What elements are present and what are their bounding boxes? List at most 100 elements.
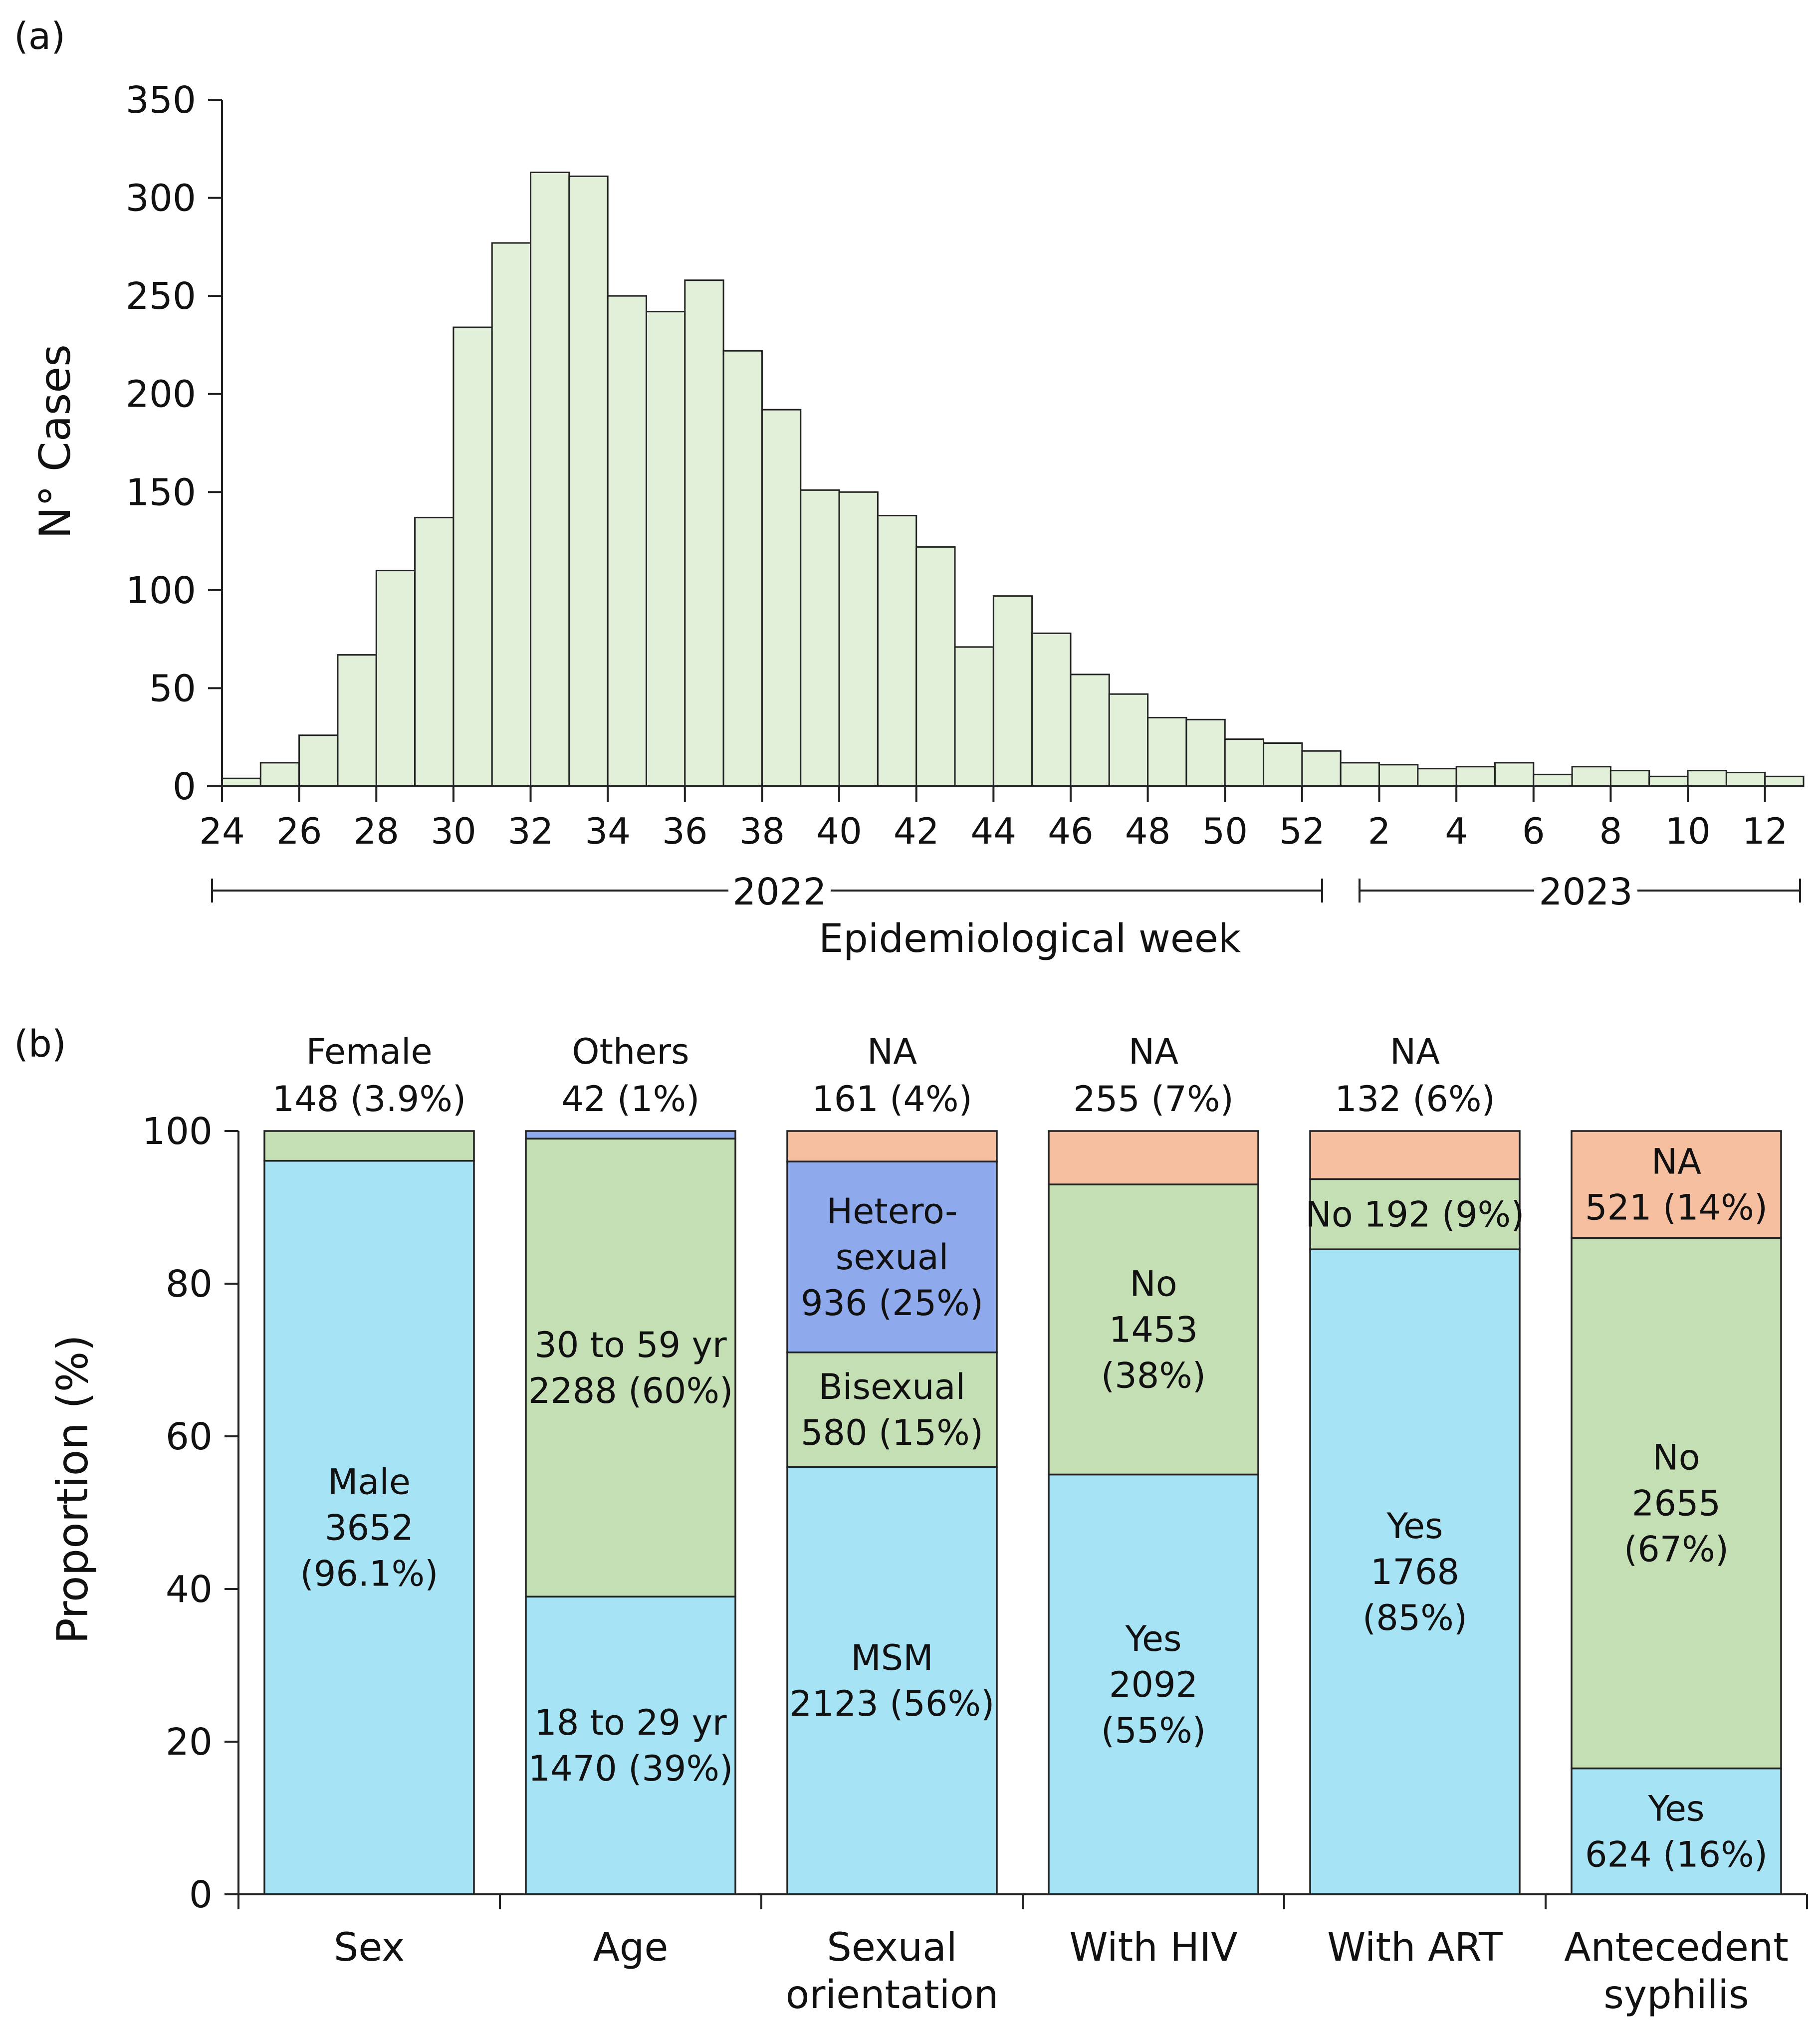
year-label: 2023 [1539,871,1632,913]
panel-b-label: (b) [14,1023,66,1066]
x-tick-label: 48 [1125,810,1171,852]
panel-a-x-axis-title: Epidemiological week [819,916,1241,961]
top-annotation: NA [1390,1031,1440,1072]
bar-week-44-2022 [992,595,1033,787]
segment-1-0 [525,1595,736,1895]
segment-label: 2092 [1109,1664,1198,1705]
segment-label: 1470 (39%) [528,1748,733,1789]
panel-b-stacked-bars: (b) Male 3652 (96.1%) Female 148 (3.9%) Sex 18… [14,1023,1808,2018]
panel-b-y-axis-title: Proportion (%) [48,1335,98,1644]
y-tick-label: 20 [166,1721,213,1764]
segment-label: 2288 (60%) [528,1370,733,1411]
bar-week-29-2022 [414,516,455,787]
y-tick-label: 0 [173,765,196,808]
bar-week-42-2022 [915,546,956,787]
bar-week-12-2023 [1764,775,1805,787]
top-annotation: 161 (4%) [812,1079,972,1120]
segment-4-2 [1309,1130,1521,1180]
x-tick-label: 46 [1048,810,1094,852]
y-tick-label: 60 [166,1415,213,1458]
bar-week-8-2023 [1609,770,1650,787]
bar-week-43-2022 [954,646,994,787]
bar-week-28-2022 [375,570,416,787]
bar-week-31-2022 [491,242,532,787]
x-tick-label: 52 [1279,810,1325,852]
segment-label: Hetero- [827,1191,958,1232]
bar-week-52-2022 [1301,750,1342,787]
y-tick-label: 80 [166,1263,213,1306]
top-annotation: NA [867,1031,917,1072]
panel-b-y-axis: 0 20 40 60 80 100 [142,1110,239,1916]
segment-label: Bisexual [819,1366,965,1407]
bar-week-50-2022 [1224,738,1265,787]
segment-3-0 [1048,1473,1259,1895]
x-tick-label: 42 [894,810,939,852]
x-tick-label: 12 [1742,810,1788,852]
segment-label: 1453 [1109,1309,1198,1350]
segment-5-2 [1571,1130,1782,1239]
x-tick-label: 28 [353,810,399,852]
bar-week-34-2022 [607,295,647,787]
segment-label: (85%) [1363,1597,1467,1638]
panel-a-label: (a) [14,15,65,58]
bar-week-26-2022 [298,734,339,787]
x-tick-label: 26 [276,810,322,852]
segment-label: 521 (14%) [1585,1187,1768,1228]
y-tick-label: 100 [142,1110,213,1153]
bar-week-9-2023 [1648,775,1689,787]
x-tick-label: 6 [1522,810,1545,852]
y-tick-label: 0 [189,1873,213,1916]
panel-a-y-axis: 0 50 100 150 200 250 300 350 [126,79,223,808]
category-label: With ART [1327,1925,1503,1970]
y-tick-label: 350 [126,79,196,122]
segment-label: 936 (25%) [801,1283,983,1324]
segment-label: Male [328,1461,411,1502]
segment-label: 1768 [1370,1552,1459,1592]
segment-2-1 [786,1351,998,1468]
segment-2-3 [786,1130,998,1162]
segment-4-0 [1309,1248,1521,1895]
panel-a-bars [221,171,1805,787]
x-tick-label: 50 [1202,810,1248,852]
x-tick-label: 44 [971,810,1017,852]
segment-label: 580 (15%) [801,1412,983,1453]
stacked-bar-0: Male 3652 (96.1%) Female 148 (3.9%) Sex [263,1031,475,1970]
category-label: Antecedent [1564,1925,1789,1970]
year-label: 2022 [732,871,826,913]
category-label: Age [593,1925,669,1970]
category-label: syphilis [1603,1973,1749,2018]
bar-week-32-2022 [530,171,570,787]
x-tick-label: 36 [662,810,708,852]
segment-label: 2655 [1632,1483,1721,1524]
bar-week-47-2022 [1108,693,1149,787]
x-tick-label: 2 [1368,810,1391,852]
segment-label: No 192 (9%) [1306,1194,1525,1235]
bar-week-49-2022 [1185,718,1226,787]
segment-2-0 [786,1466,998,1895]
category-label: Sexual [827,1925,957,1970]
bar-week-4-2023 [1455,766,1496,787]
y-tick-label: 40 [166,1568,213,1611]
segment-5-0 [1571,1767,1782,1895]
segment-1-2 [525,1130,736,1140]
segment-2-2 [786,1160,998,1354]
segment-0-1 [263,1130,475,1162]
x-tick-label: 32 [508,810,554,852]
bar-week-40-2022 [838,491,879,787]
category-label: Sex [334,1925,405,1970]
bar-week-24-2022 [221,777,261,787]
top-annotation: 42 (1%) [562,1079,700,1120]
stacked-bar-2: MSM 2123 (56%) Bisexual 580 (15%) Hetero-sex… [786,1031,999,2018]
x-tick-label: 40 [816,810,862,852]
segment-label: Yes [1125,1618,1182,1659]
bar-week-33-2022 [568,175,609,787]
segment-1-1 [525,1137,736,1598]
panel-b-x-axis [225,1893,1808,1909]
segment-label: Yes [1386,1506,1443,1547]
segment-label: 30 to 59 yr [534,1325,727,1365]
y-tick-label: 300 [126,177,196,220]
bar-week-41-2022 [877,514,917,787]
panel-b-bars: Male 3652 (96.1%) Female 148 (3.9%) Sex 18 to … [263,1031,1789,2018]
bar-week-11-2023 [1725,771,1766,787]
